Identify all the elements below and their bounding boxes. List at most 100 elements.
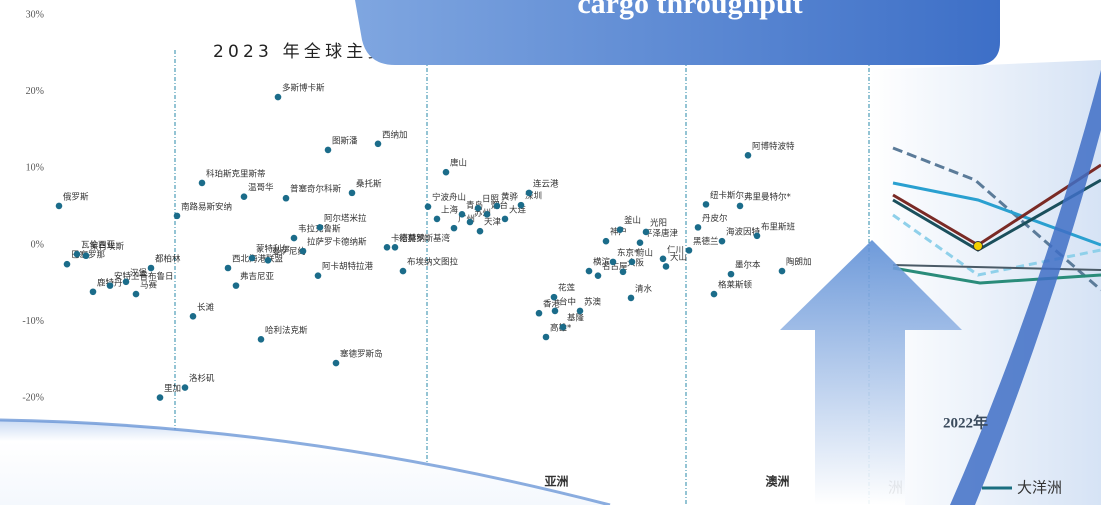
point: [434, 216, 441, 223]
point: [779, 268, 786, 275]
point: [459, 211, 466, 218]
point: [577, 308, 584, 315]
point-label: 俄罗斯: [63, 191, 89, 202]
point: [595, 272, 602, 279]
point-label: 香港: [543, 299, 561, 310]
y-tick-label: 0%: [31, 239, 44, 250]
year-label: 2022年: [943, 413, 988, 431]
point: [660, 255, 667, 262]
point-label: 汉堡: [130, 267, 148, 278]
point-label: 丹皮尔: [702, 213, 728, 224]
point-label: 大山: [670, 252, 687, 263]
point: [123, 279, 130, 286]
point: [83, 252, 90, 259]
point-label: 莱肖埃斯: [90, 241, 125, 252]
y-tick-label: 30%: [26, 9, 44, 20]
point: [400, 268, 407, 275]
point-label: 长滩: [197, 302, 215, 313]
point: [107, 282, 114, 289]
point-label: 马赛: [140, 280, 158, 291]
point: [392, 244, 399, 251]
point-label: 格莱斯顿: [718, 280, 753, 291]
point-label: 光阳: [650, 217, 667, 228]
point: [425, 203, 432, 210]
point-label: 普塞奇尔科斯: [290, 184, 342, 195]
point-label: 台中: [559, 296, 576, 307]
point: [502, 216, 509, 223]
point-label: 基隆: [567, 313, 585, 324]
point: [643, 229, 650, 236]
overlay: 2022年 洲 大洋洲 cargo throughput: [0, 0, 1101, 505]
point-label: 西纳加: [382, 129, 408, 140]
point: [467, 219, 474, 226]
point-label: 黄骅: [501, 191, 519, 202]
point: [477, 228, 484, 235]
region-label: 亚洲: [544, 475, 568, 489]
point: [603, 238, 610, 245]
point: [233, 282, 240, 289]
point: [552, 308, 559, 315]
point-label: 哈利法克斯: [265, 325, 308, 336]
point: [64, 261, 71, 268]
point-label: 图斯潘: [332, 135, 358, 146]
point: [518, 202, 525, 209]
point-label: 里加: [164, 383, 181, 394]
point: [663, 263, 670, 270]
page: {"chart_data": {"type": "scatter", "titl…: [0, 0, 1101, 505]
point: [703, 201, 710, 208]
slide: 2023 年全球主要港口货物吞吐量增速走势 -20%-10%0%10%20%30…: [0, 0, 1101, 505]
point-label: 唐山: [450, 158, 467, 169]
point: [325, 147, 332, 154]
y-tick-label: 20%: [26, 86, 44, 97]
point: [475, 205, 482, 212]
region-label: 澳洲: [765, 474, 789, 489]
point: [375, 141, 382, 148]
side-dot: [974, 242, 983, 251]
point: [74, 251, 81, 258]
point-label: 桑托斯: [356, 178, 382, 189]
point: [90, 288, 97, 295]
point: [737, 203, 744, 210]
point: [443, 169, 450, 176]
point: [174, 213, 181, 220]
point: [300, 248, 307, 255]
point: [610, 259, 617, 266]
point-label: 宁波舟山: [432, 192, 466, 203]
point: [265, 257, 272, 264]
point-label: 弗吉尼亚: [240, 271, 275, 282]
point: [628, 295, 635, 302]
y-tick-label: -10%: [22, 316, 44, 327]
point-label: 陶朗加: [786, 257, 812, 268]
point: [728, 271, 735, 278]
point: [258, 336, 265, 343]
point: [586, 268, 593, 275]
point-label: 连云港: [533, 178, 559, 189]
legend-label: 大洋洲: [1017, 479, 1062, 497]
point: [551, 294, 558, 301]
point-label: 温哥华: [248, 182, 274, 193]
point: [190, 313, 197, 320]
point: [349, 190, 356, 197]
point-label: 上海: [441, 204, 459, 215]
point-label: 多斯博卡斯: [282, 83, 325, 94]
point: [629, 259, 636, 266]
point: [695, 224, 702, 231]
point: [315, 272, 322, 279]
point: [199, 180, 206, 187]
point-label: 釜山: [624, 215, 641, 226]
point: [686, 247, 693, 254]
point: [148, 265, 155, 272]
point: [275, 94, 282, 101]
point: [617, 226, 624, 233]
point: [451, 225, 458, 232]
point: [494, 203, 501, 210]
point-label: 苏澳: [584, 296, 602, 307]
point: [225, 265, 232, 272]
point: [241, 193, 248, 200]
point: [249, 255, 256, 262]
point-label: 阿卡胡特拉港: [322, 261, 374, 272]
point-label: 洛杉矶: [189, 373, 215, 384]
point: [283, 195, 290, 202]
y-tick-label: 10%: [26, 163, 44, 174]
point: [484, 211, 491, 218]
